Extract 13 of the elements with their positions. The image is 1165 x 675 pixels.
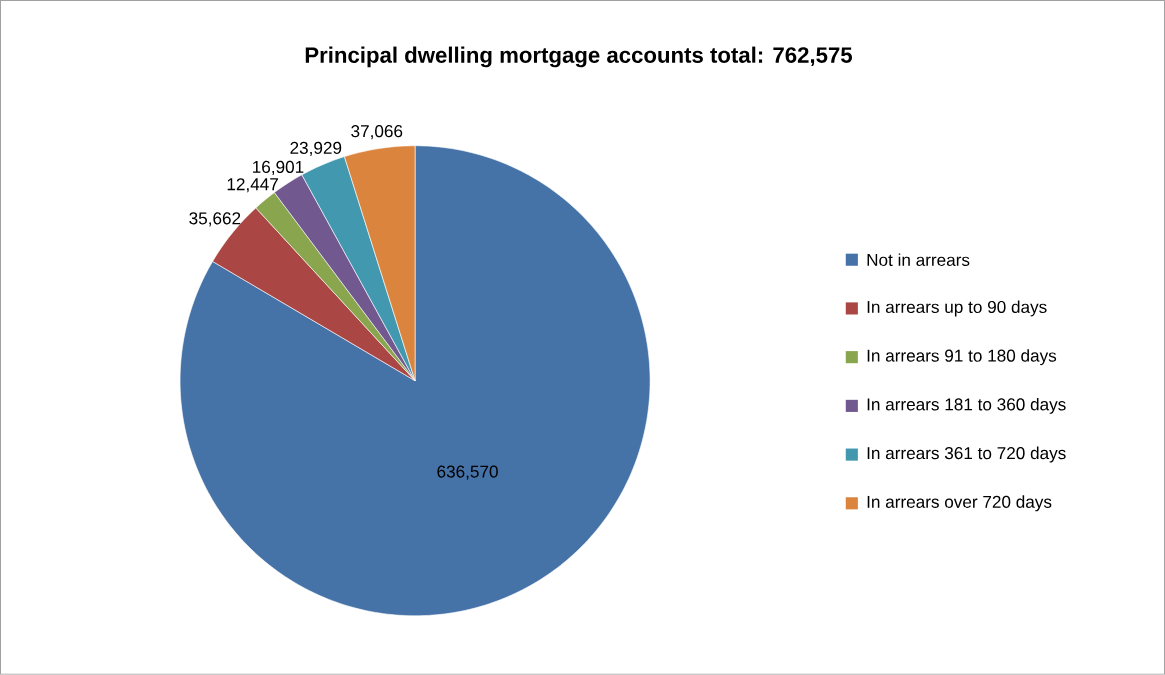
data-label: 636,570: [437, 465, 498, 480]
data-label: 23,929: [290, 141, 342, 157]
data-label: 12,447: [227, 178, 278, 193]
legend-label: In arrears 361 to 720 days: [867, 446, 1066, 463]
legend-label: In arrears 181 to 360 days: [867, 398, 1066, 414]
chart-title: Principal dwelling mortgage accounts total: 762,575: [305, 46, 853, 68]
legend-label: In arrears over 720 days: [867, 495, 1052, 512]
legend-label: In arrears up to 90 days: [867, 300, 1047, 317]
legend-label: In arrears 91 to 180 days: [867, 349, 1057, 366]
data-label: 16,901: [253, 160, 304, 176]
data-label: 35,662: [189, 212, 241, 227]
data-label: 37,066: [351, 125, 403, 140]
legend-label: Not in arrears: [867, 253, 970, 267]
